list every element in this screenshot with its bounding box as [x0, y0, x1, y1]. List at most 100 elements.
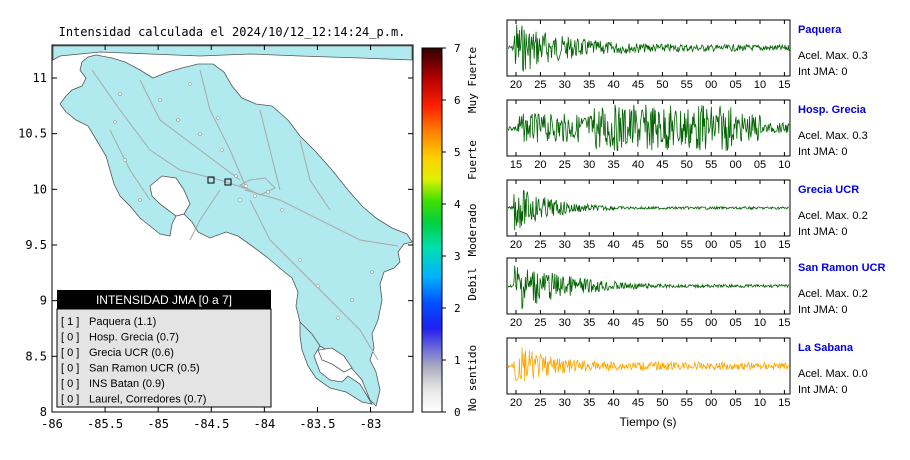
- legend-station-label: INS Batan (0.9): [89, 378, 165, 390]
- colorbar-category-label: No sentido: [466, 345, 479, 411]
- colorbar-tick-label: 3: [454, 250, 461, 263]
- x-tick-label: -85: [147, 417, 169, 431]
- road-line: [189, 189, 221, 241]
- city-marker: [350, 298, 354, 302]
- time-tick-label: 15: [510, 159, 522, 171]
- legend-header: [57, 290, 271, 309]
- time-tick-label: 10: [754, 397, 766, 409]
- road-line: [244, 189, 399, 247]
- colorbar-tick-label: 5: [454, 146, 461, 159]
- time-tick-label: 30: [583, 159, 595, 171]
- time-tick-label: 10: [754, 317, 766, 329]
- golfo-dulce: [317, 347, 353, 373]
- legend-station-label: Hosp. Grecia (0.7): [89, 332, 179, 344]
- station-name: Paquera: [798, 24, 842, 36]
- station-int: Int JMA: 0: [798, 226, 848, 238]
- y-tick-label: 9: [40, 294, 47, 308]
- time-tick-label: 05: [754, 159, 766, 171]
- x-tick-label: -84: [254, 417, 276, 431]
- x-tick-label: -84.5: [193, 417, 229, 431]
- time-tick-label: 25: [559, 159, 571, 171]
- time-tick-label: 45: [656, 159, 668, 171]
- time-tick-label: 20: [510, 397, 522, 409]
- time-tick-label: 00: [705, 79, 717, 91]
- station-accel: Acel. Max. 0.0: [798, 368, 868, 380]
- city-marker: [220, 148, 224, 152]
- legend-jma-value: [ 1 ]: [61, 316, 79, 328]
- colorbar-tick-label: 6: [454, 94, 461, 107]
- seismogram-panel: 15 20 25 30 35 40 45 50 55 00 05 10 Hosp. Grecia Acel…: [506, 99, 868, 171]
- colorbar-tick-label: 1: [454, 354, 461, 367]
- colorbar-tick-label: 2: [454, 302, 461, 315]
- time-tick-label: 20: [510, 317, 522, 329]
- city-marker: [198, 132, 202, 136]
- legend-station-label: Paquera (1.1): [89, 316, 156, 328]
- time-tick-label: 10: [754, 239, 766, 251]
- city-marker: [176, 118, 180, 122]
- city-marker: [298, 258, 302, 262]
- time-tick-label: 55: [681, 79, 693, 91]
- time-tick-label: 30: [559, 239, 571, 251]
- road-line: [299, 139, 331, 211]
- map-y-axis: 11 10.5 10 9.5 9 8.5 8: [18, 71, 413, 419]
- time-tick-label: 35: [607, 159, 619, 171]
- x-tick-label: -86: [41, 417, 63, 431]
- nicaragua-land: [52, 45, 413, 61]
- time-tick-label: 40: [607, 317, 619, 329]
- seismogram-panel: 20 25 30 35 40 45 50 55 00 05 10 15 Paquera Acel. Max…: [506, 19, 868, 91]
- time-axis-label: Tiempo (s): [620, 415, 677, 429]
- y-tick-label: 10.5: [18, 127, 47, 141]
- map-x-axis: -86 -85.5 -85 -84.5 -84 -83.5 -83: [41, 45, 381, 431]
- time-tick-label: 35: [583, 79, 595, 91]
- time-tick-label: 40: [607, 79, 619, 91]
- legend-station-label: San Ramon UCR (0.5): [89, 363, 200, 375]
- road-line: [139, 79, 241, 181]
- city-marker: [118, 92, 122, 96]
- legend-jma-value: [ 0 ]: [61, 394, 79, 406]
- time-tick-label: 25: [534, 397, 546, 409]
- time-tick-label: 40: [607, 239, 619, 251]
- city-marker: [370, 270, 374, 274]
- station-int: Int JMA: 0: [798, 304, 848, 316]
- city-marker: [123, 158, 127, 162]
- time-tick-label: 05: [729, 397, 741, 409]
- time-tick-label: 15: [778, 239, 790, 251]
- station-accel: Acel. Max. 0.3: [798, 50, 868, 62]
- time-tick-label: 05: [729, 317, 741, 329]
- y-tick-label: 10: [33, 182, 47, 196]
- time-tick-label: 20: [510, 239, 522, 251]
- station-name: La Sabana: [798, 342, 854, 354]
- colorbar-tick-label: 0: [454, 406, 461, 419]
- time-tick-label: 00: [705, 239, 717, 251]
- station-marker: [224, 178, 232, 186]
- road-line: [259, 109, 281, 191]
- y-tick-label: 9.5: [25, 238, 47, 252]
- city-marker: [253, 194, 257, 198]
- time-tick-label: 50: [656, 79, 668, 91]
- time-tick-label: 35: [583, 239, 595, 251]
- seismogram-panel: 20 25 30 35 40 45 50 55 00 05 10 15 La Sabana Acel. M…: [506, 337, 868, 409]
- city-marker: [113, 120, 117, 124]
- station-int: Int JMA: 0: [798, 146, 848, 158]
- y-tick-label: 8: [40, 405, 47, 419]
- station-marker: [207, 176, 215, 184]
- time-tick-label: 40: [607, 397, 619, 409]
- waveform-trace: [507, 347, 790, 382]
- waveform-trace: [507, 190, 790, 231]
- colorbar: 0 1 2 3 4 5 6 7 No sentido Debil Moderado Fuerte Mu…: [421, 42, 479, 419]
- time-tick-label: 15: [778, 317, 790, 329]
- time-tick-label: 40: [632, 159, 644, 171]
- time-tick-label: 25: [534, 317, 546, 329]
- legend-jma-value: [ 0 ]: [61, 347, 79, 359]
- time-tick-label: 50: [681, 159, 693, 171]
- country-outline: [59, 54, 413, 407]
- city-marker: [158, 98, 162, 102]
- station-name: Grecia UCR: [798, 184, 859, 196]
- time-tick-label: 55: [705, 159, 717, 171]
- waveform-trace: [507, 104, 790, 152]
- time-tick-label: 00: [729, 159, 741, 171]
- x-tick-label: -83.5: [299, 417, 335, 431]
- city-marker: [216, 116, 220, 120]
- time-tick-label: 25: [534, 79, 546, 91]
- seismogram-panels: 20 25 30 35 40 45 50 55 00 05 10 15 Paquera Acel. Max…: [506, 19, 885, 409]
